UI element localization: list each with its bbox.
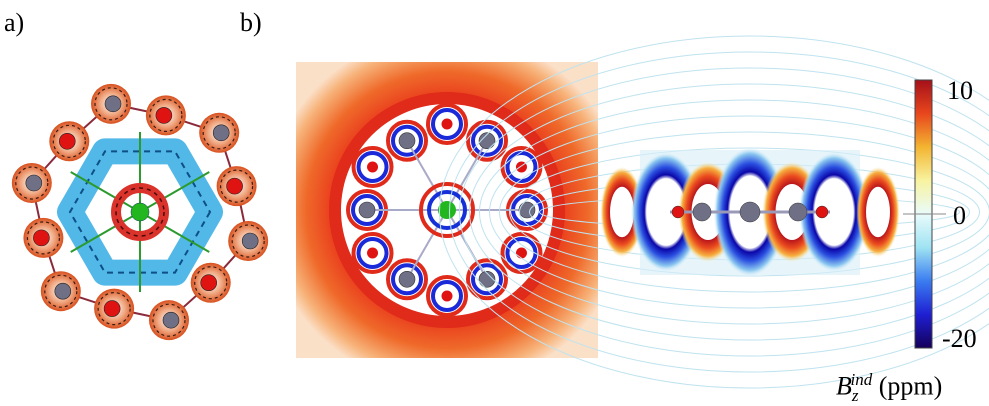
outer-atom [367, 162, 378, 173]
ring-atom [519, 202, 535, 218]
lobe-core [866, 187, 890, 237]
ring-atom [399, 271, 415, 287]
central-atom [740, 202, 760, 222]
lobe-core [610, 187, 634, 237]
outer-atom [442, 291, 453, 302]
outer-atom [816, 206, 828, 218]
colorbar-min-label: -20 [942, 326, 977, 352]
outer-atom [367, 248, 378, 259]
colorbar-zero-label: 0 [953, 203, 966, 229]
ring-atom [789, 203, 807, 221]
outer-atom [672, 206, 684, 218]
colorbar-max-label: 10 [947, 78, 973, 104]
ring-atom [359, 202, 375, 218]
central-atom [438, 201, 456, 219]
colorbar-title: Bzind (ppm) [836, 370, 942, 406]
ring-atom [399, 133, 415, 149]
ring-atom [693, 203, 711, 221]
outer-atom [442, 119, 453, 130]
outer-atom [516, 248, 527, 259]
